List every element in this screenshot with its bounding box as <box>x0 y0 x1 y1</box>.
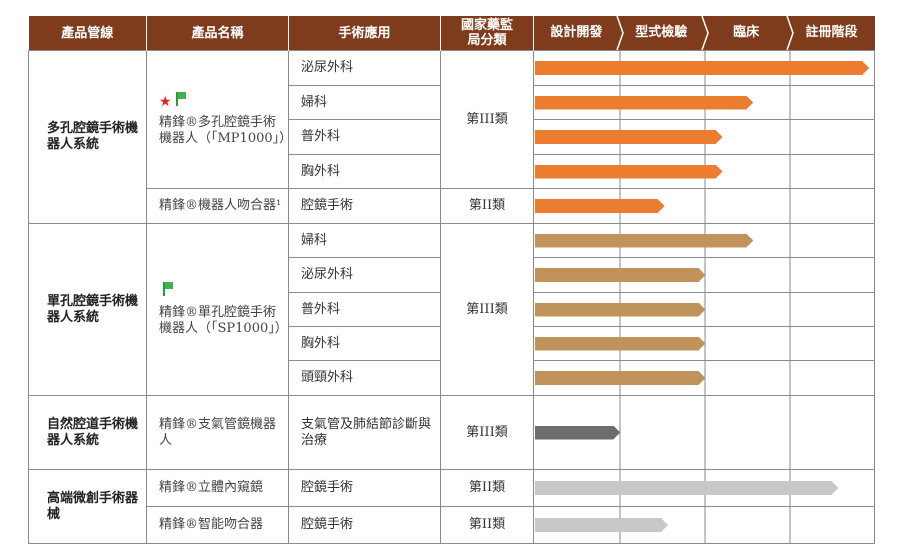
table-row: 高端微創手術器械 精鋒®立體內窺鏡 腔鏡手術 第II類 <box>28 469 875 544</box>
application-cell: 腔鏡手術 <box>288 469 441 507</box>
classification-cell: 第II類 <box>440 188 534 224</box>
application-cell: 腔鏡手術 <box>288 188 441 224</box>
product-name: 精鋒®立體內窺鏡 <box>159 480 264 495</box>
progress-bar <box>535 518 668 532</box>
table-row: 胸外科 <box>29 154 875 189</box>
pipeline-name: 單孔腔鏡手術機器人系統 <box>28 223 147 396</box>
table-row: 胸外科 <box>29 326 875 361</box>
stage-design: 設計開發 <box>534 16 624 50</box>
header-classification: 國家藥監局分類 <box>440 16 534 51</box>
application-cell: 普外科 <box>288 119 441 155</box>
progress-bar <box>535 61 869 75</box>
chevron-icon <box>785 16 794 50</box>
stage-registration: 註冊階段 <box>789 16 875 50</box>
progress-cell <box>533 223 875 258</box>
table-row: 婦科 <box>29 85 875 120</box>
green-flag-icon <box>175 92 186 106</box>
table-row: 頭頸外科 <box>29 360 875 396</box>
product-name: 精鋒®支氣管鏡機器人 <box>159 416 277 448</box>
progress-bar <box>535 199 665 213</box>
status-icons <box>159 282 288 299</box>
progress-bar <box>535 303 706 317</box>
chevron-icon <box>616 16 624 50</box>
progress-cell <box>533 360 875 396</box>
progress-bar <box>535 268 706 282</box>
application-cell: 胸外科 <box>288 154 441 189</box>
table-row: 普外科 <box>29 119 875 155</box>
stage-clinical: 臨床 <box>704 16 794 50</box>
stage-label: 註冊階段 <box>805 25 858 40</box>
application-cell: 頭頸外科 <box>288 360 441 396</box>
product-name: 精鋒®智能吻合器 <box>159 517 264 532</box>
progress-bar <box>535 481 838 495</box>
product-name-cell: 精鋒®單孔腔鏡手術機器人（「SP1000」） <box>146 223 289 396</box>
progress-bar <box>535 165 723 179</box>
application-cell: 支氣管及肺結節診斷與治療 <box>288 395 441 470</box>
table-row: 泌尿外科 <box>29 257 875 293</box>
progress-cell <box>533 257 875 293</box>
progress-cell <box>533 326 875 361</box>
header-stages: 設計開發 型式檢驗 臨床 註冊階段 <box>533 16 875 51</box>
stage-type-test: 型式檢驗 <box>619 16 709 50</box>
table-row: 自然腔道手術機器人系統 精鋒®支氣管鏡機器人 支氣管及肺結節診斷與治療 第III類 <box>28 395 875 470</box>
pipeline-name: 多孔腔鏡手術機器人系統 <box>28 50 147 224</box>
progress-cell <box>533 188 875 224</box>
product-pipeline-table: 產品管線 產品名稱 手術應用 國家藥監局分類 設計開發 型式檢驗 臨床 註冊階段… <box>28 16 875 544</box>
application-cell: 婦科 <box>288 85 441 120</box>
product-name-cell: 精鋒®立體內窺鏡 <box>146 469 289 507</box>
application-cell: 泌尿外科 <box>288 50 441 86</box>
progress-cell <box>533 469 875 507</box>
progress-cell <box>533 85 875 120</box>
progress-cell <box>533 154 875 189</box>
progress-cell <box>533 119 875 155</box>
product-name-cell: 精鋒®智能吻合器 <box>146 506 289 544</box>
pipeline-name: 高端微創手術器械 <box>28 469 147 544</box>
application-cell: 泌尿外科 <box>288 257 441 293</box>
classification-cell: 第III類 <box>440 50 534 189</box>
table-row: 精鋒®智能吻合器 腔鏡手術 第II類 <box>29 506 875 544</box>
progress-bar <box>535 96 753 110</box>
classification-cell: 第III類 <box>440 395 534 470</box>
product-name-cell: ★ 精鋒®多孔腔鏡手術機器人（「MP1000」） <box>146 50 293 189</box>
stage-label: 型式檢驗 <box>635 25 688 40</box>
progress-bar <box>535 371 706 385</box>
application-cell: 腔鏡手術 <box>288 506 441 544</box>
header-application: 手術應用 <box>288 16 441 51</box>
table-row: 精鋒®機器人吻合器¹ 腔鏡手術 第II類 <box>29 188 875 224</box>
pipeline-name: 自然腔道手術機器人系統 <box>28 395 147 470</box>
stage-label: 臨床 <box>733 25 760 40</box>
table-row: 單孔腔鏡手術機器人系統 精鋒®單孔腔鏡手術機器人（「SP1000」） 婦科 第III類 <box>28 223 875 396</box>
classification-cell: 第II類 <box>440 506 534 544</box>
table-row: 普外科 <box>29 292 875 327</box>
classification-cell: 第III類 <box>440 223 534 396</box>
stage-label: 設計開發 <box>550 25 603 40</box>
status-icons: ★ <box>159 92 288 109</box>
green-flag-icon <box>163 282 173 296</box>
table-row: 多孔腔鏡手術機器人系統 ★ 精鋒®多孔腔鏡手術機器人（「MP1000」） 泌尿外科 第I… <box>28 50 875 224</box>
classification-cell: 第II類 <box>440 469 534 507</box>
progress-cell <box>533 506 875 544</box>
progress-cell <box>533 50 875 86</box>
progress-bar <box>535 234 753 248</box>
header-row: 產品管線 產品名稱 手術應用 國家藥監局分類 設計開發 型式檢驗 臨床 註冊階段 <box>28 16 875 51</box>
application-cell: 普外科 <box>288 292 441 327</box>
product-name: 精鋒®單孔腔鏡手術機器人（「SP1000」） <box>159 305 288 336</box>
header-product: 產品名稱 <box>146 16 289 51</box>
application-cell: 胸外科 <box>288 326 441 361</box>
product-name-cell: 精鋒®機器人吻合器¹ <box>146 188 289 224</box>
product-name: 精鋒®多孔腔鏡手術機器人（「MP1000」） <box>159 115 293 146</box>
progress-cell <box>533 395 875 470</box>
progress-bar <box>535 426 620 440</box>
chevron-icon <box>701 16 709 50</box>
header-pipeline: 產品管線 <box>28 16 147 51</box>
progress-bar <box>535 130 723 144</box>
application-cell: 婦科 <box>288 223 441 258</box>
product-name: 精鋒®機器人吻合器¹ <box>159 198 282 213</box>
product-name-cell: 精鋒®支氣管鏡機器人 <box>146 395 289 470</box>
progress-cell <box>533 292 875 327</box>
red-star-icon: ★ <box>159 94 172 110</box>
progress-bar <box>535 337 706 351</box>
